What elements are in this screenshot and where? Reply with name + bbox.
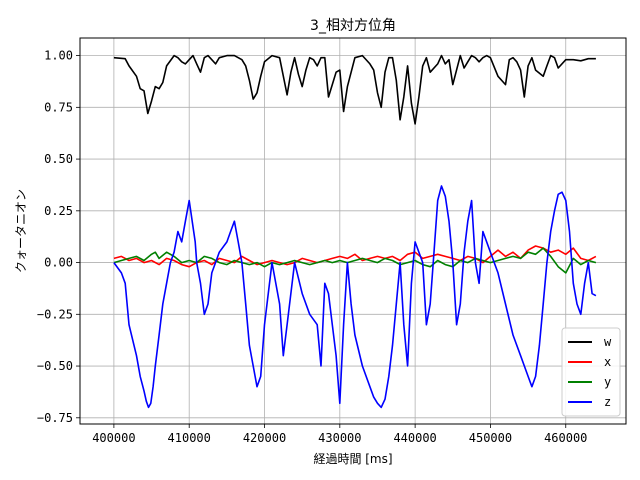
series-line-z (113, 185, 597, 409)
plot-frame (79, 37, 627, 425)
chart-title: 3_相対方位角 (310, 18, 396, 34)
y-tick-label: −0.50 (37, 359, 73, 373)
y-tick-label: −0.75 (37, 411, 73, 425)
x-tick-label: 450000 (469, 431, 512, 445)
y-tick-label: 0.75 (44, 100, 73, 114)
legend-box (561, 327, 621, 417)
x-tick-label: 430000 (318, 431, 361, 445)
plot-lines (113, 54, 597, 409)
x-tick-label: 440000 (393, 431, 436, 445)
legend-label-y: y (604, 375, 611, 389)
x-axis-ticks: 400000 410000 420000 430000 440000 450000 4600… (92, 424, 587, 445)
y-axis-ticks: −0.75 −0.50 −0.25 0.00 0.25 0.50 0.75 1.00 (37, 49, 80, 425)
x-tick-label: 400000 (92, 431, 135, 445)
series-line-x (113, 245, 597, 268)
y-tick-label: −0.25 (37, 307, 73, 321)
legend-label-w: w (604, 335, 612, 349)
legend-label-x: x (604, 355, 611, 369)
y-tick-label: 0.25 (44, 204, 73, 218)
y-tick-label: 1.00 (44, 49, 73, 63)
x-tick-label: 460000 (544, 431, 587, 445)
x-tick-label: 420000 (243, 431, 286, 445)
legend-label-z: z (604, 395, 611, 409)
series-line-y (113, 247, 597, 274)
y-tick-label: 0.50 (44, 152, 73, 166)
y-axis-label: クォータニオン (14, 189, 28, 273)
x-axis-label: 経過時間 [ms] (313, 452, 392, 466)
x-tick-label: 410000 (168, 431, 211, 445)
y-tick-label: 0.00 (44, 256, 73, 270)
series-line-w (113, 54, 596, 125)
